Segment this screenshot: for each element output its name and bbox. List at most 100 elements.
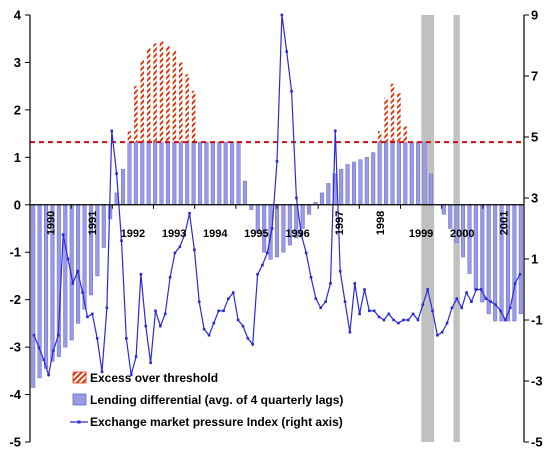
lending-bar-0 <box>31 204 36 388</box>
pressure-point-5 <box>57 333 60 337</box>
x-tick-label-3: 1993 <box>162 228 186 240</box>
pressure-point-87 <box>455 297 459 300</box>
pressure-point-79 <box>416 318 420 322</box>
pressure-point-48 <box>265 251 269 255</box>
left-tick-label-3: 1 <box>14 150 21 165</box>
pressure-point-31 <box>183 233 186 236</box>
pressure-point-100 <box>518 272 522 276</box>
excess-bar-54 <box>377 131 382 143</box>
pressure-point-24 <box>149 361 152 364</box>
pressure-point-70 <box>372 309 376 313</box>
pressure-point-66 <box>353 282 357 285</box>
right-tick-label-0: 9 <box>531 8 538 23</box>
pressure-point-29 <box>173 251 177 255</box>
lending-bar-65 <box>448 204 453 229</box>
pressure-point-30 <box>178 245 182 249</box>
left-tick-label-7: -3 <box>9 340 21 355</box>
excess-bar-24 <box>185 74 189 143</box>
lending-bar-59 <box>409 141 414 206</box>
pressure-point-8 <box>71 282 75 285</box>
right-tick-label-7: -5 <box>531 435 543 450</box>
pressure-point-14 <box>100 370 104 374</box>
pressure-point-11 <box>86 315 89 319</box>
excess-bar-22 <box>172 50 177 143</box>
pressure-point-13 <box>95 337 99 340</box>
excess-bar-57 <box>397 93 401 143</box>
pressure-point-49 <box>270 227 274 230</box>
pressure-point-61 <box>329 282 332 285</box>
pressure-point-10 <box>81 291 84 294</box>
pressure-point-34 <box>197 300 201 303</box>
lending-bar-46 <box>326 183 331 206</box>
pressure-point-59 <box>319 306 323 310</box>
x-tick-label-7: 1997 <box>334 211 346 235</box>
legend-label-excess: Excess over threshold <box>90 371 218 385</box>
pressure-point-44 <box>246 337 250 340</box>
pressure-point-92 <box>479 288 483 291</box>
pressure-point-21 <box>134 355 138 358</box>
pressure-point-26 <box>159 324 162 328</box>
pressure-point-19 <box>125 337 128 340</box>
pressure-point-76 <box>402 318 405 322</box>
left-tick-label-1: 3 <box>14 55 21 70</box>
excess-bar-25 <box>191 90 196 143</box>
excess-bar-58 <box>403 126 408 143</box>
lending-bar-42 <box>300 204 305 229</box>
pressure-point-0 <box>32 333 36 337</box>
lending-bar-17 <box>140 141 145 206</box>
left-tick-label-9: -5 <box>9 435 21 450</box>
pressure-point-2 <box>42 358 46 361</box>
pressure-point-71 <box>377 315 381 319</box>
pressure-point-86 <box>450 306 454 310</box>
lending-bar-56 <box>390 141 395 206</box>
lending-bar-26 <box>197 141 203 206</box>
lending-bar-38 <box>274 204 280 258</box>
pressure-point-22 <box>139 272 143 276</box>
pressure-point-95 <box>494 303 497 307</box>
lending-bar-32 <box>236 141 241 206</box>
pressure-point-75 <box>397 321 400 325</box>
lending-bar-29 <box>217 141 222 206</box>
pressure-point-39 <box>222 309 225 313</box>
left-tick-label-2: 2 <box>14 102 21 117</box>
pressure-point-51 <box>280 13 284 17</box>
lending-bar-25 <box>191 141 196 206</box>
legend-marker-pressure <box>77 420 81 424</box>
left-tick-label-5: -1 <box>9 245 21 260</box>
pressure-point-35 <box>202 327 206 331</box>
lending-bar-52 <box>364 157 369 206</box>
pressure-point-15 <box>105 306 109 310</box>
right-tick-label-5: -1 <box>531 313 543 328</box>
lending-bar-54 <box>377 141 382 206</box>
x-tick-label-1: 1991 <box>87 211 99 235</box>
lending-bar-49 <box>345 164 350 206</box>
pressure-point-94 <box>489 300 493 303</box>
lending-bar-58 <box>403 141 408 206</box>
pressure-point-96 <box>499 309 502 313</box>
pressure-point-38 <box>217 309 220 313</box>
pressure-point-64 <box>343 300 347 303</box>
pressure-point-53 <box>290 89 293 93</box>
pressure-point-41 <box>231 291 235 294</box>
pressure-point-74 <box>392 318 395 322</box>
pressure-point-45 <box>251 343 254 346</box>
pressure-point-68 <box>363 288 366 291</box>
right-tick-label-6: -3 <box>531 374 543 389</box>
pressure-point-20 <box>129 373 133 377</box>
pressure-point-50 <box>275 160 279 163</box>
pressure-point-98 <box>508 306 512 310</box>
pressure-point-65 <box>348 330 352 334</box>
lending-bar-61 <box>422 141 427 206</box>
pressure-point-67 <box>358 312 361 316</box>
pressure-point-32 <box>188 211 191 215</box>
right-axis-ticks: 9 7 5 3 1 -1 -3 -5 <box>524 8 543 450</box>
lending-bar-76 <box>518 204 523 315</box>
pressure-point-16 <box>110 129 114 133</box>
lending-bar-21 <box>165 141 170 206</box>
lending-bar-48 <box>339 168 344 206</box>
pressure-point-78 <box>411 312 415 316</box>
lending-bar-64 <box>441 204 446 215</box>
legend-label-lending: Lending differential (avg. of 4 quarterl… <box>90 393 343 407</box>
lending-bar-60 <box>416 141 421 206</box>
right-tick-label-1: 7 <box>531 69 538 84</box>
